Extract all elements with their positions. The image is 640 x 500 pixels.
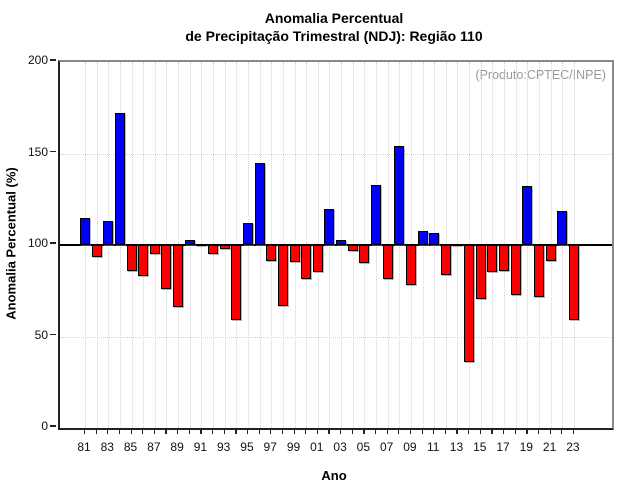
bar-1984 <box>114 113 125 245</box>
x-tick-label-03: 03 <box>333 440 347 454</box>
bar-1995 <box>242 223 253 245</box>
bar-1981 <box>80 217 90 245</box>
y-tick-50 <box>50 333 56 336</box>
bar-2000 <box>301 245 312 279</box>
x-tick-label-85: 85 <box>123 440 138 454</box>
bar-2023 <box>568 245 579 321</box>
bar-2011 <box>429 233 440 245</box>
y-tick-200 <box>50 59 56 61</box>
x-tick-label-19: 19 <box>519 440 533 454</box>
x-tick-label-81: 81 <box>77 440 91 454</box>
y-tick-100 <box>50 242 56 244</box>
bar-2002 <box>324 209 335 245</box>
bar-2012 <box>440 245 451 276</box>
bar-2022 <box>557 211 568 245</box>
bar-2010 <box>417 231 428 245</box>
plot-area <box>58 60 614 430</box>
y-tick-label-200: 200 <box>27 53 48 67</box>
chart-title-line1: Anomalia Percentual <box>264 10 404 26</box>
x-tick-label-23: 23 <box>566 440 580 454</box>
x-tick-label-89: 89 <box>170 440 184 454</box>
y-tick-150 <box>50 150 56 153</box>
produto-annotation: (Produto:CPTEC/INPE) <box>475 68 606 82</box>
x-tick-label-21: 21 <box>542 440 557 454</box>
bar-2019 <box>522 186 533 245</box>
x-tick-label-01: 01 <box>310 440 324 454</box>
h-gridline-50 <box>60 336 612 338</box>
h-gridline-150 <box>60 153 612 155</box>
y-tick-0 <box>50 425 56 427</box>
bar-1999 <box>289 245 300 263</box>
x-tick-label-91: 91 <box>193 440 208 454</box>
bar-1991 <box>196 244 207 246</box>
bar-1998 <box>277 245 288 307</box>
bar-2017 <box>499 245 510 271</box>
bar-2021 <box>545 245 556 261</box>
bar-1993 <box>219 245 230 249</box>
chart-title-line2: de Precipitação Trimestral (NDJ): Região… <box>185 28 483 44</box>
bar-1994 <box>231 245 242 321</box>
x-tick-label-15: 15 <box>473 440 487 454</box>
bar-1985 <box>126 245 137 271</box>
x-tick-label-07: 07 <box>379 440 394 454</box>
bar-2004 <box>347 245 358 252</box>
baseline-100 <box>60 244 612 246</box>
bar-2020 <box>533 245 544 298</box>
y-tick-label-0: 0 <box>41 419 48 433</box>
x-tick-label-93: 93 <box>216 440 231 454</box>
x-tick-label-99: 99 <box>286 440 301 454</box>
x-tick-label-95: 95 <box>240 440 254 454</box>
bar-2013 <box>452 244 463 246</box>
bar-2005 <box>359 245 370 264</box>
bar-2018 <box>510 245 521 296</box>
bar-1986 <box>138 245 149 277</box>
y-axis-label: Anomalia Percentual (%) <box>3 167 19 320</box>
bar-1990 <box>184 239 195 245</box>
x-tick-label-83: 83 <box>100 440 114 454</box>
bar-2014 <box>464 245 475 363</box>
bar-2008 <box>394 146 405 245</box>
bar-2015 <box>475 245 486 299</box>
bar-2009 <box>405 245 416 286</box>
x-tick-label-87: 87 <box>147 440 161 454</box>
bar-2016 <box>487 245 498 272</box>
x-axis-label: Ano <box>321 468 347 483</box>
bar-1996 <box>254 162 265 245</box>
x-tick-label-17: 17 <box>496 440 510 454</box>
bar-2006 <box>371 184 381 245</box>
x-tick-label-11: 11 <box>426 440 440 454</box>
bar-1987 <box>149 245 160 255</box>
bar-1988 <box>161 245 172 289</box>
x-tick-label-09: 09 <box>403 440 417 454</box>
bar-1992 <box>208 245 219 255</box>
bar-1982 <box>91 245 102 257</box>
x-tick-label-13: 13 <box>449 440 464 454</box>
bar-1983 <box>103 221 114 245</box>
bar-1989 <box>173 245 184 308</box>
x-tick-label-97: 97 <box>263 440 277 454</box>
x-tick-label-05: 05 <box>356 440 371 454</box>
bar-1997 <box>266 245 277 262</box>
bar-2007 <box>382 245 393 279</box>
bar-2001 <box>312 245 323 273</box>
bar-2003 <box>336 239 347 245</box>
